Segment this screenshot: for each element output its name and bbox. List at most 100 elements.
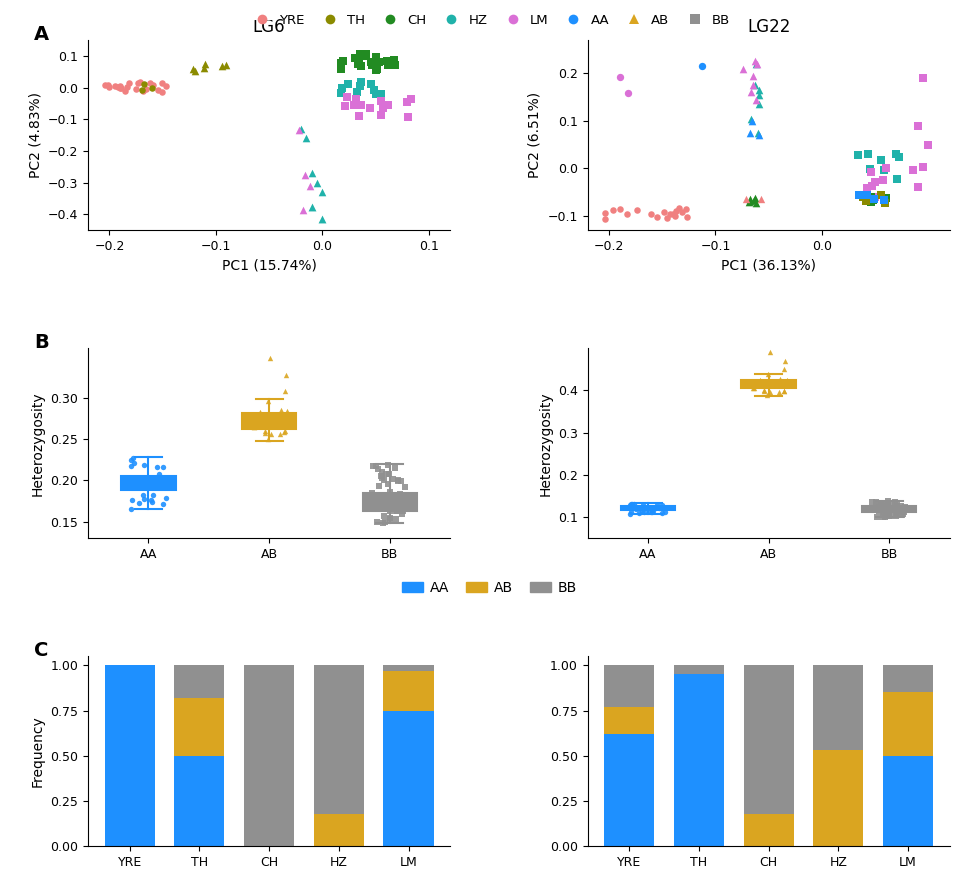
Point bbox=[749, 126, 765, 140]
Point bbox=[743, 114, 759, 128]
Point bbox=[877, 496, 893, 511]
Point bbox=[364, 486, 379, 500]
Point bbox=[910, 180, 925, 194]
Point bbox=[151, 83, 166, 97]
Point bbox=[382, 490, 398, 504]
Text: A: A bbox=[34, 25, 49, 44]
Point bbox=[881, 503, 897, 518]
Point bbox=[873, 496, 889, 511]
Point bbox=[756, 384, 772, 398]
Point bbox=[110, 80, 125, 94]
Point bbox=[862, 162, 877, 176]
Point bbox=[625, 497, 641, 511]
Point bbox=[867, 175, 882, 189]
Point bbox=[645, 503, 660, 518]
Point bbox=[123, 454, 139, 468]
Point bbox=[865, 193, 880, 208]
Point bbox=[748, 57, 764, 71]
Point bbox=[124, 452, 140, 466]
Point bbox=[380, 98, 396, 112]
Point bbox=[155, 496, 170, 511]
Point bbox=[597, 206, 612, 220]
Point bbox=[750, 87, 766, 102]
Point bbox=[858, 181, 873, 195]
Point bbox=[145, 488, 160, 503]
Point bbox=[121, 77, 137, 91]
Point bbox=[761, 346, 777, 360]
Point bbox=[370, 462, 385, 477]
Point bbox=[650, 500, 666, 514]
Bar bbox=[105, 666, 155, 846]
Point bbox=[658, 210, 674, 225]
Bar bbox=[882, 666, 932, 692]
Text: C: C bbox=[34, 641, 48, 660]
Point bbox=[380, 503, 396, 517]
Point bbox=[619, 207, 635, 221]
Point bbox=[301, 179, 317, 193]
Point bbox=[742, 111, 758, 126]
Point bbox=[258, 413, 274, 428]
Point bbox=[130, 76, 146, 90]
Point bbox=[353, 97, 369, 111]
Point bbox=[881, 502, 897, 516]
Point bbox=[882, 503, 898, 518]
Point bbox=[758, 378, 774, 392]
Point bbox=[259, 432, 275, 446]
Bar bbox=[174, 698, 224, 756]
Point bbox=[277, 384, 292, 398]
Bar bbox=[813, 750, 863, 846]
Point bbox=[145, 78, 160, 93]
Point bbox=[887, 147, 903, 161]
PathPatch shape bbox=[862, 506, 915, 512]
Point bbox=[890, 503, 906, 518]
Point bbox=[771, 385, 786, 399]
Bar bbox=[383, 666, 433, 671]
Point bbox=[622, 497, 638, 511]
Point bbox=[374, 86, 389, 101]
Point bbox=[776, 383, 791, 397]
Point bbox=[877, 191, 893, 205]
Point bbox=[881, 509, 897, 523]
Point bbox=[373, 108, 388, 122]
Point bbox=[644, 505, 659, 519]
Point bbox=[881, 507, 897, 521]
Point bbox=[870, 500, 886, 514]
Point bbox=[890, 504, 906, 519]
Point bbox=[388, 503, 404, 518]
Point bbox=[760, 375, 776, 389]
Point bbox=[378, 467, 394, 481]
Point bbox=[914, 71, 930, 86]
Point bbox=[335, 53, 351, 68]
Point bbox=[279, 404, 294, 418]
Point bbox=[737, 192, 753, 207]
Point bbox=[303, 166, 319, 180]
Point bbox=[252, 405, 268, 419]
Title: LG6: LG6 bbox=[252, 18, 286, 36]
Point bbox=[875, 192, 891, 207]
Bar bbox=[673, 666, 724, 674]
Point bbox=[648, 209, 664, 224]
Point bbox=[745, 380, 761, 395]
Point bbox=[399, 94, 415, 109]
Point bbox=[879, 505, 895, 519]
Point bbox=[246, 420, 262, 434]
Point bbox=[403, 92, 419, 106]
Point bbox=[611, 70, 627, 85]
Point bbox=[628, 503, 644, 517]
Point bbox=[887, 507, 903, 521]
Point bbox=[909, 119, 924, 133]
Point bbox=[635, 498, 650, 512]
Point bbox=[152, 468, 167, 482]
Point bbox=[348, 92, 364, 106]
Point bbox=[362, 102, 378, 116]
Point bbox=[369, 515, 384, 529]
Point bbox=[101, 79, 116, 94]
Point bbox=[876, 510, 892, 524]
Point bbox=[604, 203, 620, 217]
Point bbox=[384, 471, 400, 486]
Point bbox=[365, 489, 380, 503]
Point bbox=[744, 78, 760, 93]
Point bbox=[158, 79, 174, 94]
Point bbox=[365, 459, 380, 473]
Point bbox=[636, 504, 651, 519]
